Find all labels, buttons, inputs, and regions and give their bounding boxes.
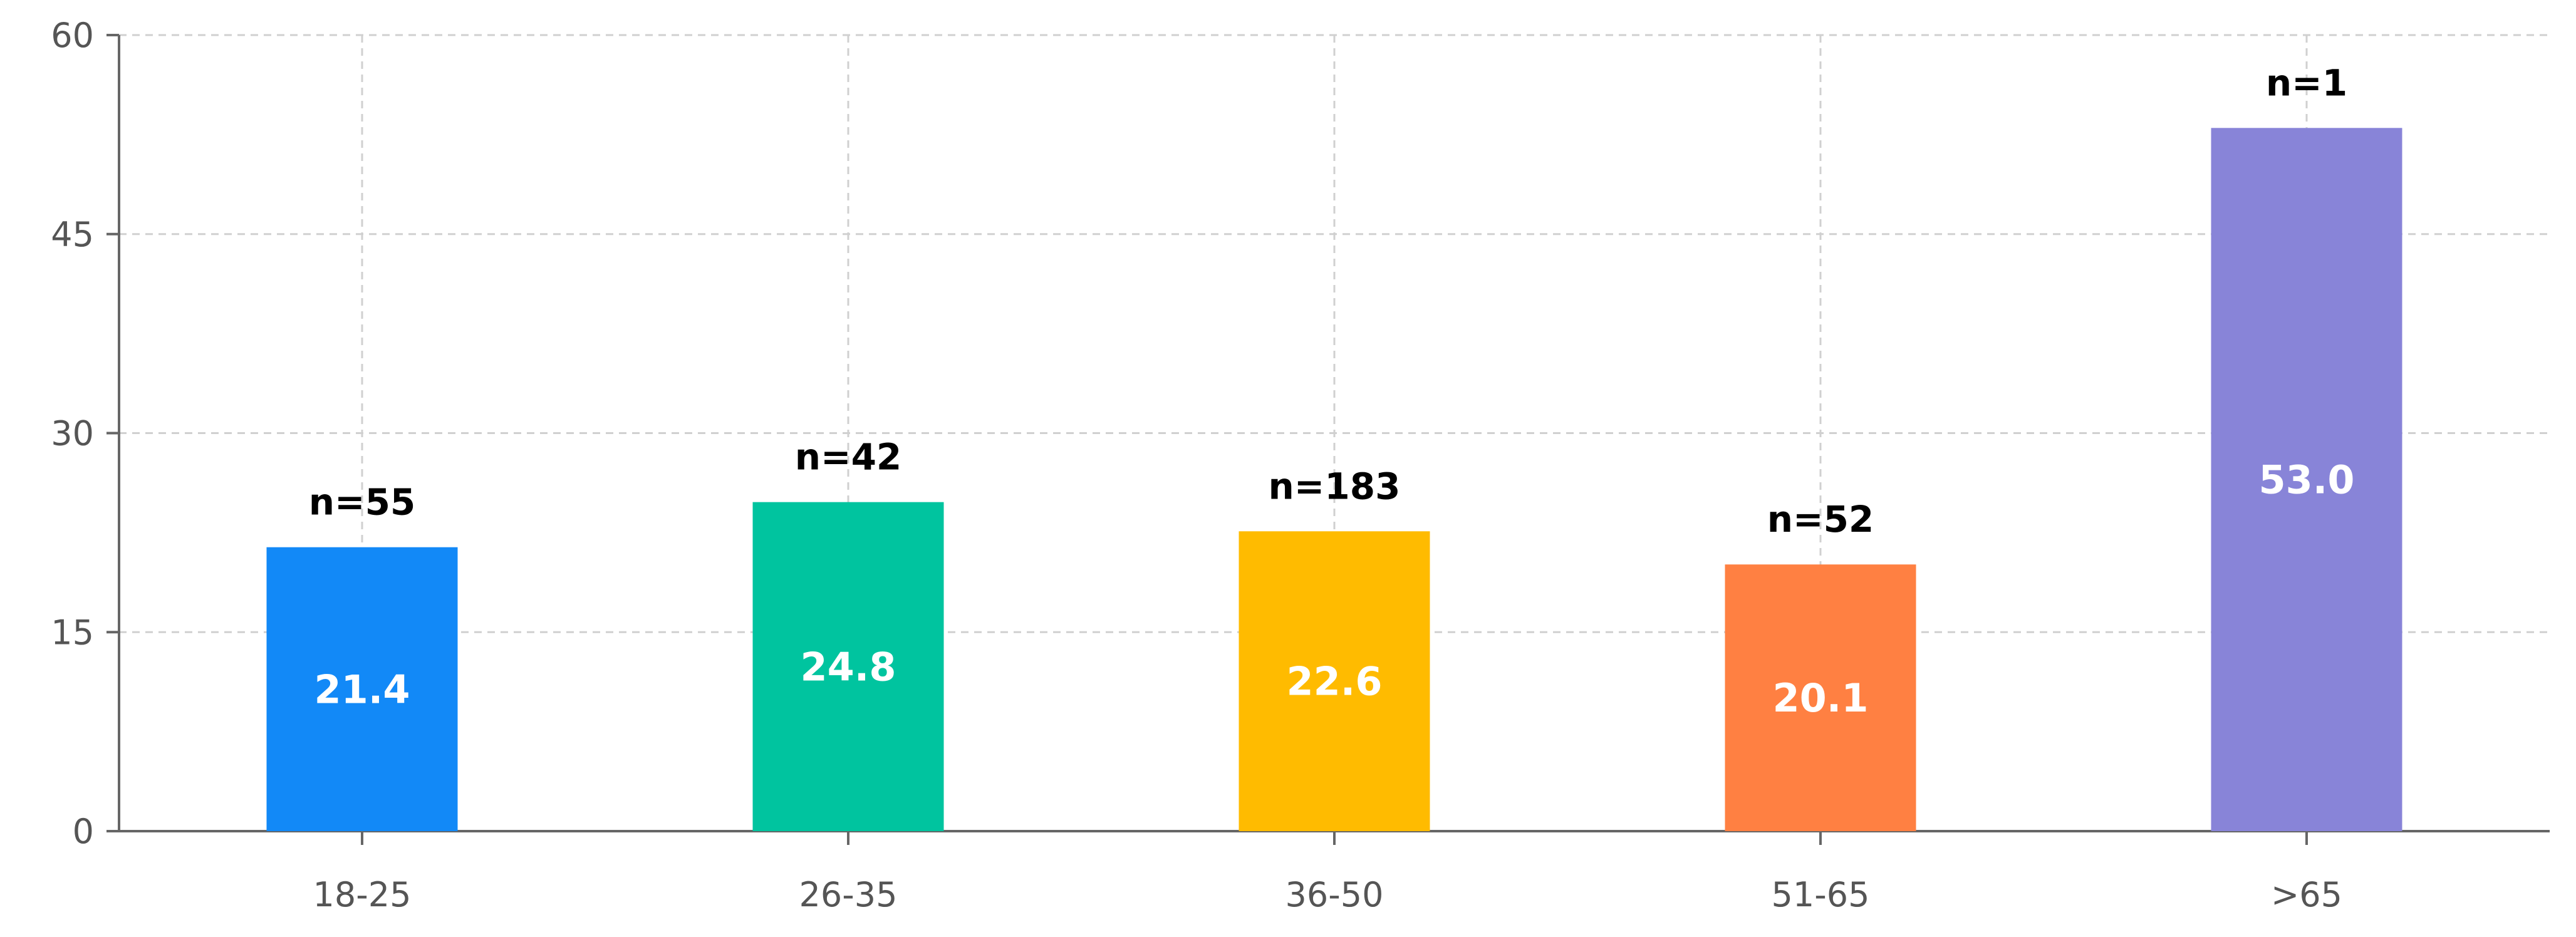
bar [266,547,458,831]
bar [2211,128,2402,832]
bar-value-label: 22.6 [1287,659,1383,705]
x-tick-label: 51-65 [1772,875,1870,914]
bar-n-label: n=52 [1767,498,1874,541]
x-tick-label: >65 [2271,875,2342,914]
bar-value-label: 21.4 [314,666,410,712]
bar-n-label: n=1 [2266,61,2347,104]
x-tick-label: 36-50 [1285,875,1384,914]
axis-layer: 0 15 30 45 60 18-25 26-35 36-50 51-65 >65 [51,16,2550,914]
label-layer: 21.4 n=55 24.8 n=42 22.6 n=183 20.1 n=52 53.0 n=1 [309,61,2355,721]
y-tick-label: 15 [51,613,94,652]
bar-n-label: n=55 [309,481,416,524]
bar-n-label: n=183 [1269,465,1401,507]
bar-n-label: n=42 [795,436,902,479]
bar-value-label: 24.8 [801,644,896,690]
y-tick-label: 30 [51,414,94,453]
bar-layer [266,128,2402,832]
x-tick-label: 18-25 [313,875,412,914]
y-tick-label: 60 [51,16,94,55]
x-tick-label: 26-35 [799,875,898,914]
y-tick-label: 0 [73,812,94,851]
bar [1239,531,1430,831]
y-tick-label: 45 [51,215,94,254]
bar-value-label: 53.0 [2259,457,2355,503]
bar [752,502,944,831]
bar-value-label: 20.1 [1773,675,1869,721]
bar [1725,564,1916,831]
